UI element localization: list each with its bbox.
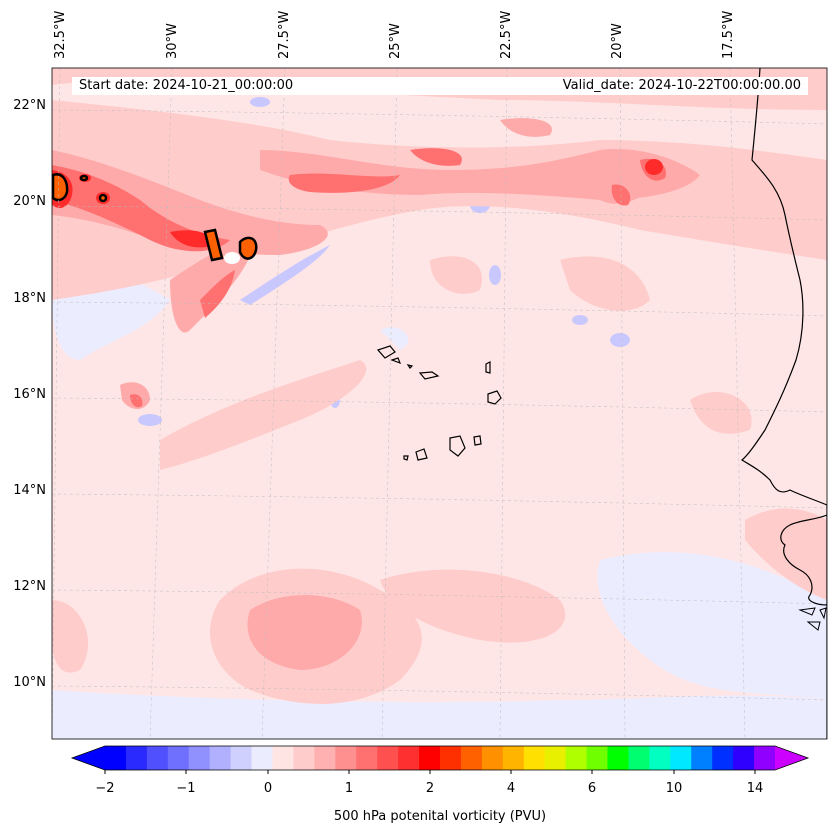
colorbar-segment [440,746,462,770]
lon-tick: 22.5°W [499,10,514,59]
colorbar-tick: 0 [263,781,273,796]
colorbar-segment [251,746,273,770]
colorbar-tick: 1 [344,781,354,796]
africa-coast-south [780,514,827,606]
colorbar-segment [691,746,713,770]
colorbar-tick: −1 [176,781,196,796]
cape-verde-islands [376,345,502,461]
colorbar-segment [146,746,169,770]
colorbar-segment [502,746,525,770]
lat-tick: 18°N [13,291,46,306]
lon-tick: 30°W [165,23,180,59]
colorbar-extend-min [72,746,105,770]
map-frame [51,67,828,740]
colorbar-segment [607,746,629,770]
lat-tick: 22°N [13,98,46,113]
colorbar-extend-max [775,746,808,770]
lon-tick: 20°W [610,23,625,59]
colorbar-segment [314,746,336,770]
bijagos-islands [798,607,827,631]
negative-pv-patches [52,170,827,739]
lon-tick: 25°W [388,23,403,59]
lat-tick: 16°N [13,387,46,402]
pv-cores-max [52,173,258,262]
colorbar-segment [377,746,399,770]
info-background [72,77,808,95]
colorbar-segment [565,746,588,770]
colorbar-label: 500 hPa potenital vorticity (PVU) [333,809,547,824]
colorbar-tick: 2 [425,781,435,796]
start-date-label: Start date: 2024-10-21_00:00:00 [79,78,294,93]
colorbar-tick: 4 [506,781,516,796]
lat-tick: 12°N [13,579,46,594]
colorbar-segment [419,746,441,770]
colorbar-segment [335,746,357,770]
colorbar-segment [544,746,567,770]
lat-tick: 10°N [13,675,46,690]
colorbar-segment [398,746,420,770]
gridlines [52,68,827,739]
colorbar-segment [460,746,483,770]
colorbar-segment [586,746,608,770]
colorbar-segment [272,746,294,770]
pv-band-strong [52,148,666,408]
colorbar-segment [293,746,315,770]
colorbar-segment [356,746,378,770]
colorbar-tick: 10 [665,781,683,796]
colorbar-segment [105,746,127,770]
colorbar-segment [712,746,734,770]
africa-coastline [740,68,827,739]
colorbar-segment [230,746,253,770]
lat-tick: 20°N [13,194,46,209]
low-pv-gap [224,252,240,264]
colorbar-tick: 6 [587,781,597,796]
colorbar-segment [649,746,671,770]
colorbar-segment [209,746,232,770]
lon-tick: 27.5°W [277,10,292,59]
colorbar-segment [167,746,190,770]
valid-date-label: Valid_date: 2024-10-22T00:00:00.00 [562,78,801,93]
colorbar-segment [481,746,504,770]
colorbar-segment [125,746,148,770]
lat-tick: 14°N [13,483,46,498]
colorbar [70,745,810,774]
colorbar-segment [628,746,650,770]
lon-tick: 17.5°W [721,10,736,59]
colorbar-segment [754,746,776,770]
colorbar-segment [670,746,692,770]
lon-tick: 32.5°W [53,10,68,59]
colorbar-tick: −2 [95,781,115,796]
colorbar-tick: 14 [746,781,764,796]
colorbar-segment [188,746,211,770]
colorbar-segment [733,746,755,770]
colorbar-segment [523,746,546,770]
